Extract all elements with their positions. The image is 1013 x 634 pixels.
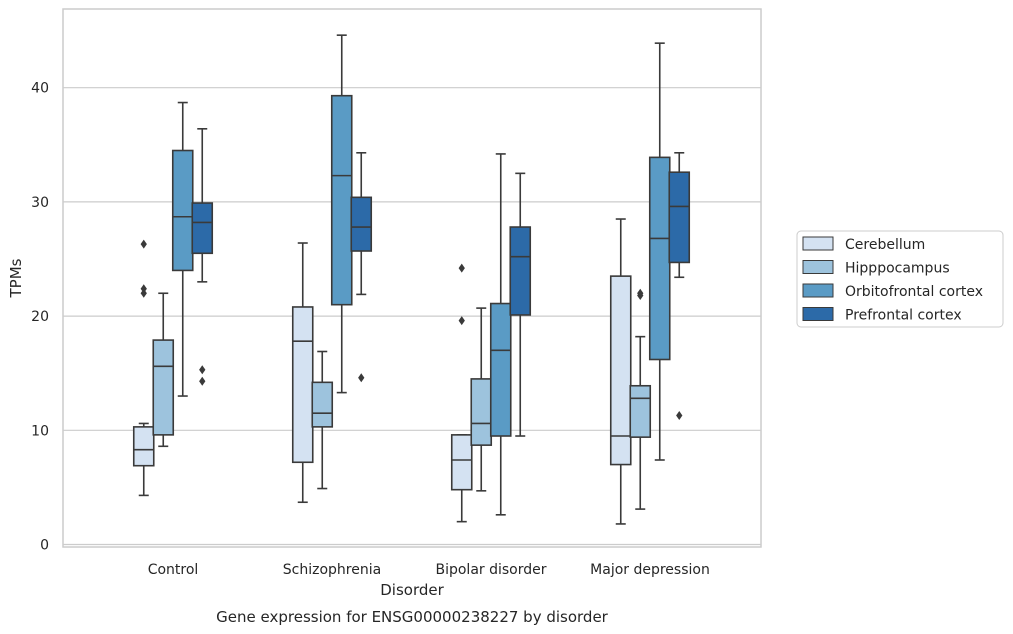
legend-swatch (802, 307, 834, 321)
box-iqr (648, 156, 671, 361)
outlier-point (140, 239, 147, 249)
y-tick-label: 10 (31, 423, 49, 439)
outlier-point (458, 263, 465, 273)
box-hipppocampus-3 (629, 288, 652, 510)
y-axis-label: TPMs (7, 258, 25, 298)
legend-swatch (802, 236, 834, 251)
outlier-point (676, 410, 683, 420)
box-orbitofrontal-cortex-3 (648, 42, 671, 461)
box-iqr (629, 384, 652, 438)
box-iqr (191, 202, 214, 255)
outlier-point (458, 316, 465, 326)
box-cerebellum-1 (291, 242, 314, 504)
box-prefrontal-cortex-3 (668, 151, 691, 420)
x-tick-label: Schizophrenia (283, 562, 381, 578)
box-iqr (609, 275, 632, 466)
legend-label: Orbitofrontal cortex (845, 284, 983, 300)
box-iqr (132, 426, 155, 467)
box-cerebellum-2 (450, 263, 473, 523)
y-tick-label: 40 (31, 81, 49, 97)
box-cerebellum-3 (609, 218, 632, 525)
box-orbitofrontal-cortex-1 (330, 34, 353, 394)
legend-label: Cerebellum (845, 237, 925, 253)
x-tick-label: Major depression (590, 562, 710, 578)
chart-caption: Gene expression for ENSG00000238227 by d… (216, 608, 609, 626)
plot-frame (62, 8, 762, 548)
box-iqr (291, 306, 314, 464)
box-hipppocampus-0 (152, 292, 175, 448)
box-hipppocampus-1 (311, 350, 334, 490)
legend-frame (796, 230, 1004, 328)
box-iqr (489, 302, 512, 437)
legend-label: Prefrontal cortex (845, 308, 962, 324)
outlier-point (199, 376, 206, 386)
box-orbitofrontal-cortex-0 (171, 101, 194, 397)
legend-swatch (802, 283, 834, 298)
x-tick-label: Bipolar disorder (435, 562, 546, 578)
x-axis-label: Disorder (380, 581, 444, 599)
boxes (132, 34, 691, 525)
box-iqr (450, 434, 473, 491)
box-iqr (350, 196, 373, 252)
box-iqr (509, 226, 532, 316)
outlier-point (358, 373, 365, 383)
y-tick-labels: 0 10 20 30 40 (31, 81, 49, 554)
box-iqr (311, 381, 334, 428)
outlier-point (199, 365, 206, 375)
box-prefrontal-cortex-0 (191, 128, 214, 386)
box-prefrontal-cortex-2 (509, 172, 532, 437)
box-iqr (668, 171, 691, 264)
box-iqr (330, 94, 353, 306)
x-tick-labels: Control Schizophrenia Bipolar disorder Majo… (148, 562, 710, 578)
outlier-point (637, 288, 644, 298)
box-cerebellum-0 (132, 239, 155, 497)
outlier-point (140, 284, 147, 294)
box-prefrontal-cortex-1 (350, 151, 373, 383)
x-tick-label: Control (148, 562, 199, 578)
box-hipppocampus-2 (470, 307, 493, 492)
y-tick-label: 0 (40, 538, 49, 554)
box-orbitofrontal-cortex-2 (489, 153, 512, 516)
y-tick-label: 30 (31, 195, 49, 211)
box-iqr (171, 149, 194, 272)
box-iqr (152, 339, 175, 436)
legend: Cerebellum Hipppocampus Orbitofrontal cort… (796, 230, 1004, 328)
legend-label: Hipppocampus (845, 261, 950, 277)
box-iqr (470, 378, 493, 446)
outlier-point (140, 288, 147, 298)
y-tick-label: 20 (31, 309, 49, 325)
legend-swatch (802, 260, 834, 274)
